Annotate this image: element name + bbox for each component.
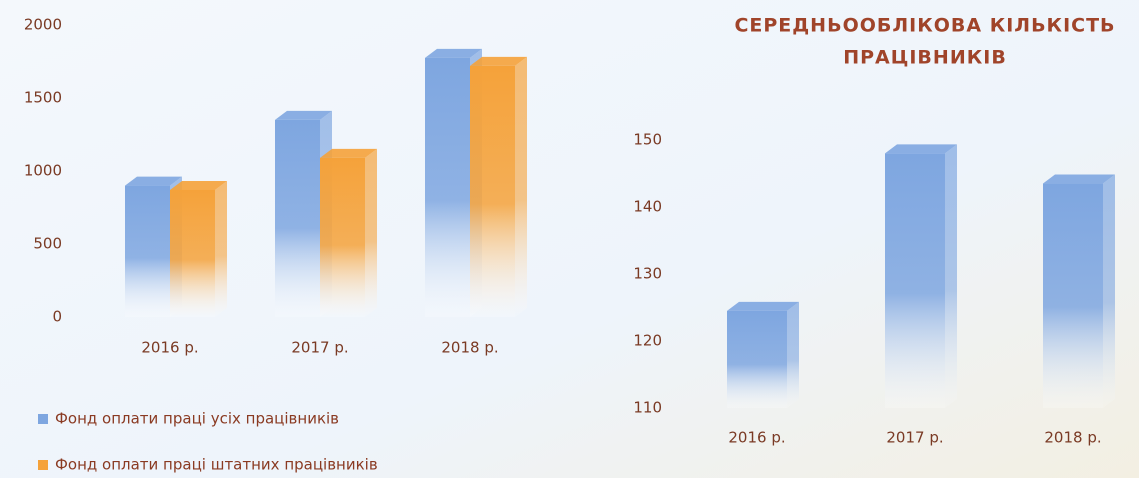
bar — [320, 157, 365, 317]
chart-title: ПРАЦІВНИКІВ — [843, 47, 1007, 69]
bar-top — [125, 176, 182, 186]
bar-side — [787, 301, 799, 408]
bar-side — [945, 144, 957, 408]
y-tick-label: 120 — [633, 332, 662, 350]
y-tick-label: 140 — [633, 198, 662, 216]
bar — [425, 57, 470, 317]
bar-top — [885, 144, 957, 154]
x-tick-label: 2018 р. — [441, 339, 498, 357]
bar — [1043, 183, 1103, 408]
y-tick-label: 500 — [33, 235, 62, 253]
bar — [470, 65, 515, 317]
y-tick-label: 2000 — [24, 16, 62, 34]
bar-top — [425, 48, 482, 58]
bar-side — [215, 180, 227, 317]
legend-label: Фонд оплати праці штатних працівників — [55, 456, 378, 474]
legend-label: Фонд оплати праці усіх працівників — [55, 410, 339, 428]
x-tick-label: 2017 р. — [291, 339, 348, 357]
bar — [885, 153, 945, 408]
bar-top — [1043, 174, 1115, 184]
y-tick-label: 0 — [52, 308, 62, 326]
bar-top — [320, 148, 377, 158]
x-tick-label: 2018 р. — [1044, 429, 1101, 447]
y-tick-label: 130 — [633, 265, 662, 283]
chart-title: СЕРЕДНЬООБЛІКОВА КІЛЬКІСТЬ — [734, 15, 1115, 37]
bar — [170, 189, 215, 317]
bar-side — [1103, 174, 1115, 408]
legend-swatch — [38, 460, 48, 470]
bar — [275, 119, 320, 318]
x-tick-label: 2016 р. — [728, 429, 785, 447]
y-tick-label: 110 — [633, 399, 662, 417]
y-tick-label: 1000 — [24, 162, 62, 180]
bar — [125, 185, 170, 317]
bar-top — [170, 180, 227, 190]
bar-top — [727, 301, 799, 311]
y-tick-label: 150 — [633, 131, 662, 149]
legend-swatch — [38, 414, 48, 424]
x-tick-label: 2016 р. — [141, 339, 198, 357]
bar-side — [365, 148, 377, 317]
bar-side — [515, 56, 527, 317]
y-tick-label: 1500 — [24, 89, 62, 107]
bar-top — [470, 56, 527, 66]
x-tick-label: 2017 р. — [886, 429, 943, 447]
bar — [727, 310, 787, 408]
bar-top — [275, 110, 332, 120]
